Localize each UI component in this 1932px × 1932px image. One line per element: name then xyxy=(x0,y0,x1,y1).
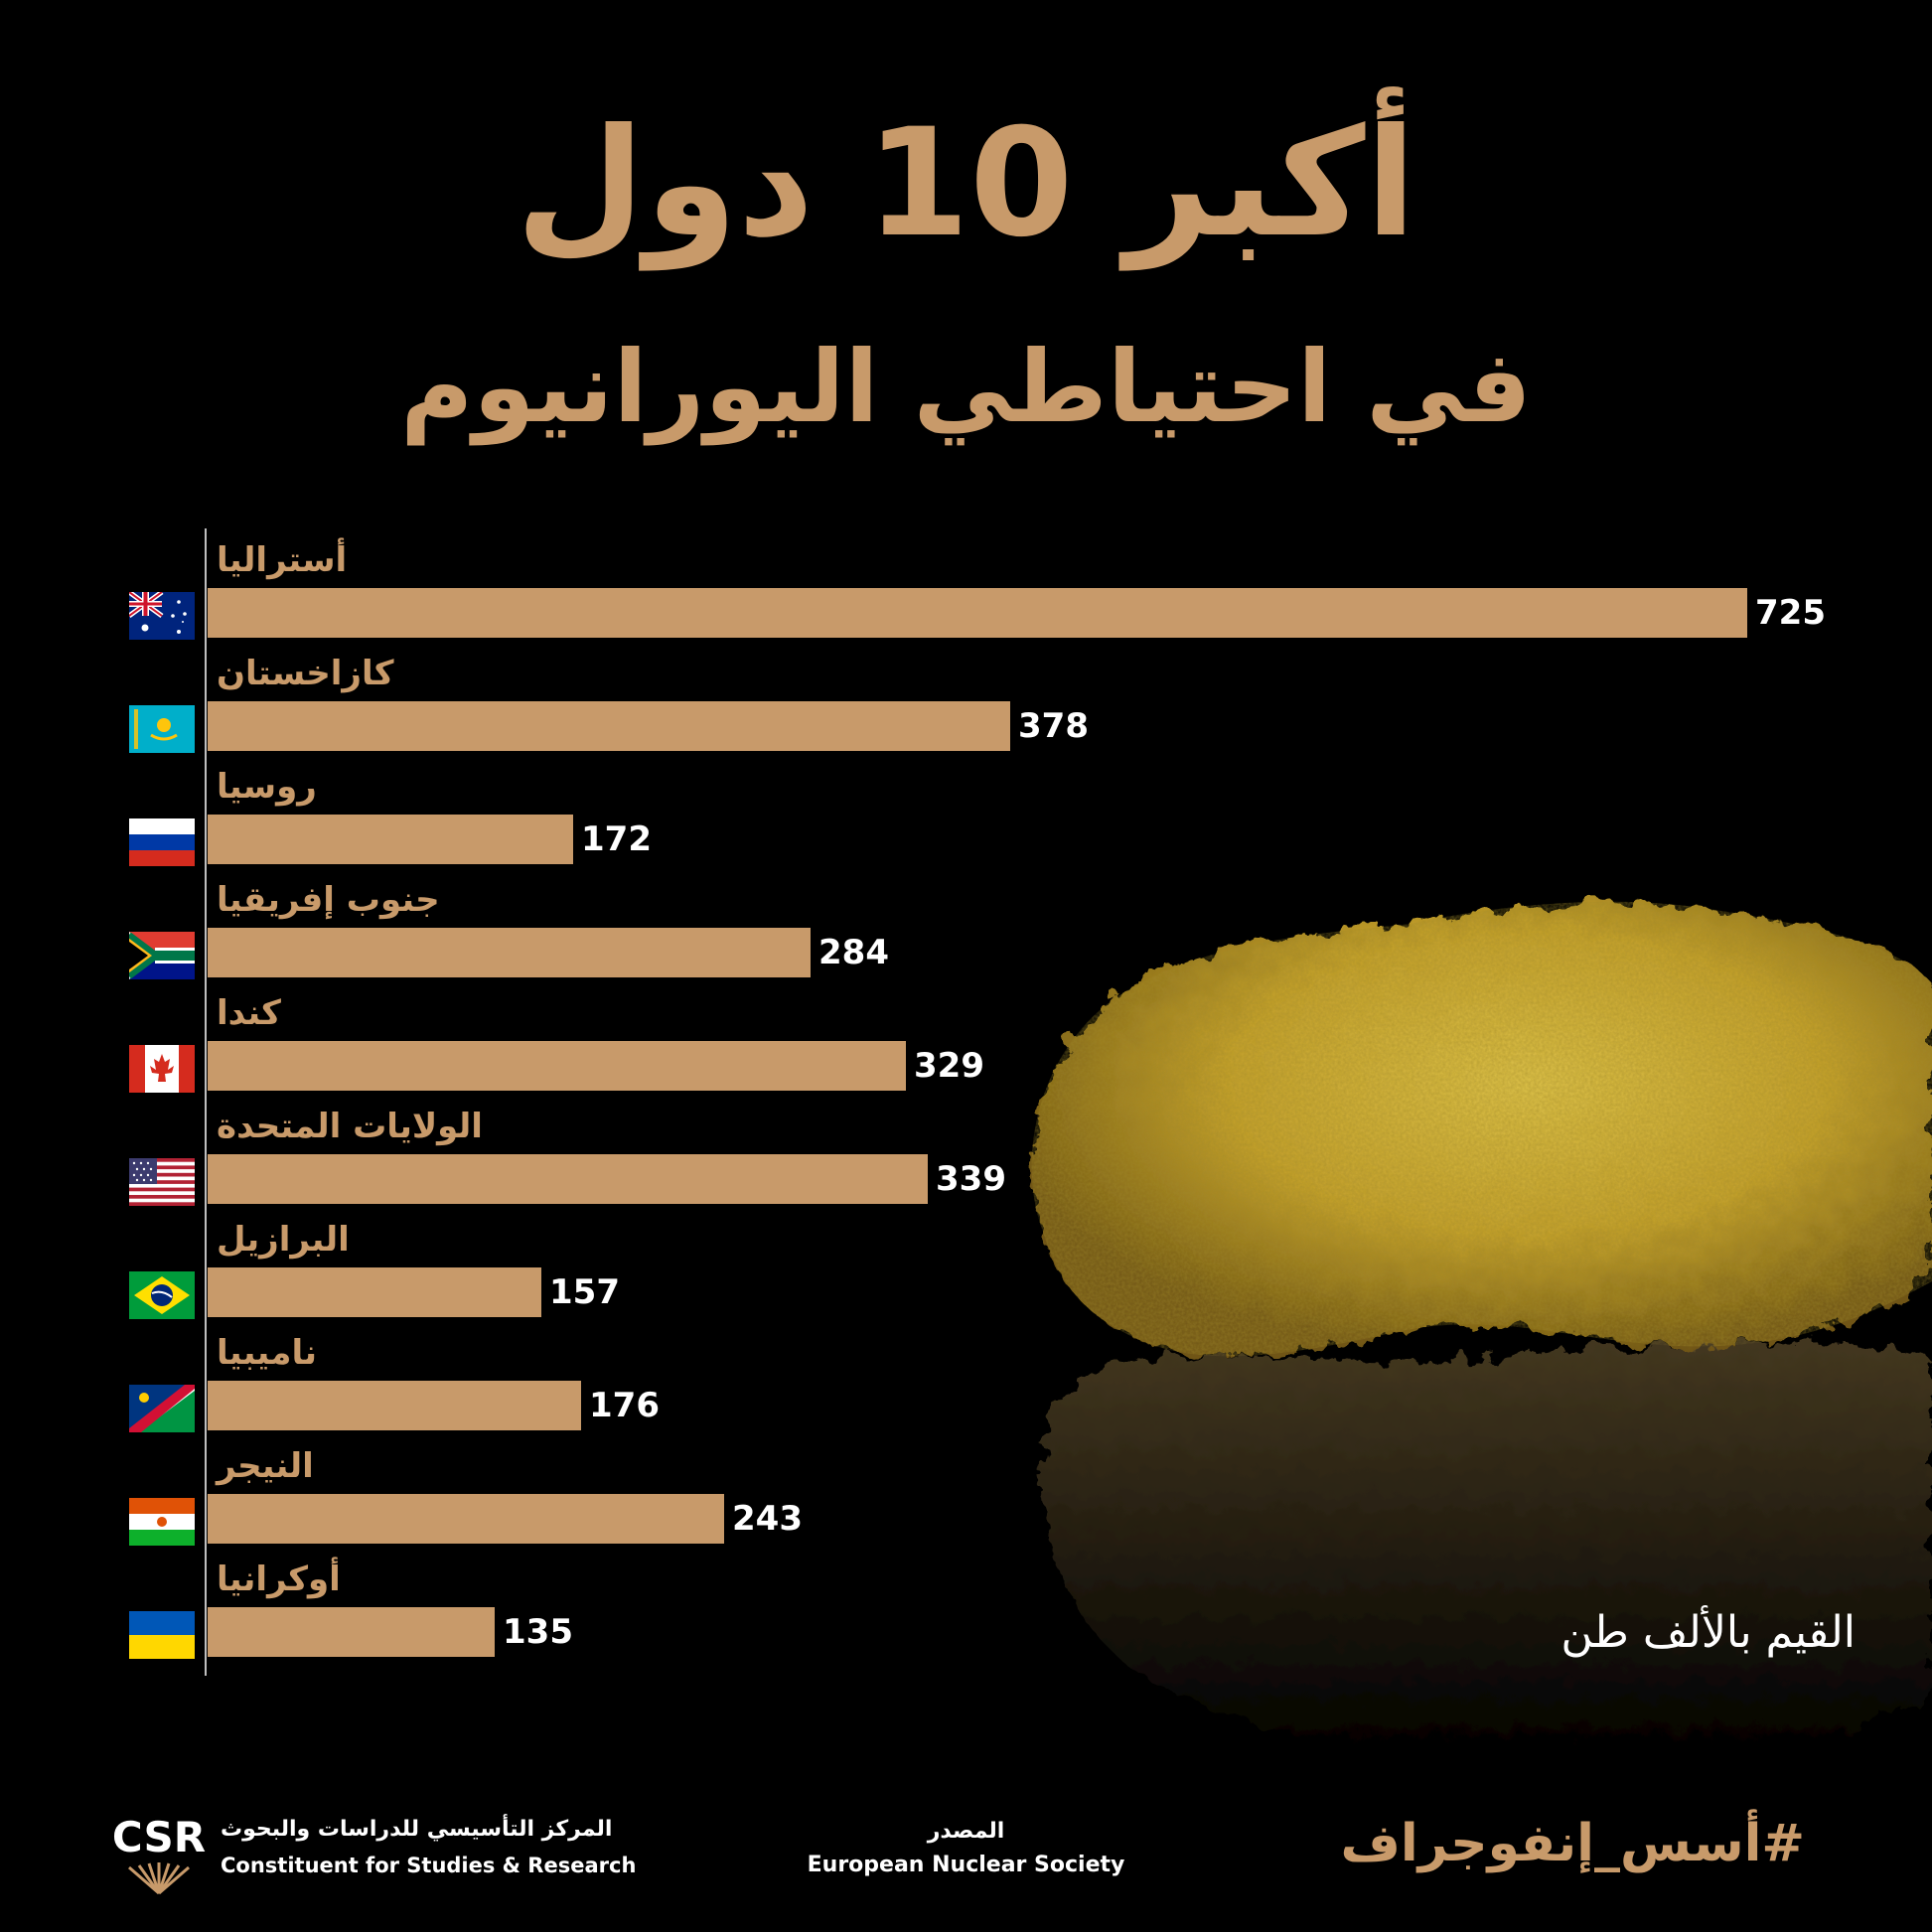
bar-row: روسيا 172 xyxy=(0,753,1932,866)
country-label: روسيا xyxy=(217,767,317,807)
value-label: 243 xyxy=(732,1499,803,1539)
bar xyxy=(208,1607,495,1657)
namibia-flag-icon xyxy=(129,1385,195,1432)
csr-logo-icon: CSR xyxy=(112,1813,206,1895)
org-name-english: Constituent for Studies & Research xyxy=(221,1854,637,1877)
hashtag: #أسس_إنفوجراف xyxy=(1340,1814,1805,1873)
brazil-flag-icon xyxy=(129,1271,195,1319)
bar xyxy=(208,815,573,864)
bar xyxy=(208,1267,541,1317)
russia-flag-icon xyxy=(129,818,195,866)
country-label: كازاخستان xyxy=(217,654,394,693)
org-name-arabic: المركز التأسيسي للدراسات والبحوث xyxy=(221,1817,613,1842)
bar-row: ناميبيا 176 xyxy=(0,1319,1932,1432)
south-africa-flag-icon xyxy=(129,932,195,979)
country-label: كندا xyxy=(217,993,281,1033)
unit-note: القيم بالألف طن xyxy=(1560,1607,1856,1658)
bar xyxy=(208,588,1747,638)
value-label: 339 xyxy=(936,1159,1006,1199)
value-label: 284 xyxy=(818,933,889,972)
bar xyxy=(208,701,1010,751)
bar xyxy=(208,1041,906,1091)
australia-flag-icon xyxy=(129,592,195,640)
uranium-rock-image xyxy=(1031,901,1932,1765)
bar-row: أوكرانيا 135 xyxy=(0,1546,1932,1659)
value-label: 157 xyxy=(549,1272,620,1312)
country-label: البرازيل xyxy=(217,1220,350,1260)
bar xyxy=(208,1381,581,1430)
source-label: المصدر xyxy=(927,1819,1005,1844)
usa-flag-icon xyxy=(129,1158,195,1206)
bar-row: البرازيل 157 xyxy=(0,1206,1932,1319)
page-title: أكبر 10 دول xyxy=(516,97,1416,270)
country-label: الولايات المتحدة xyxy=(217,1107,483,1146)
country-label: النيجر xyxy=(217,1446,314,1486)
bar-row: الولايات المتحدة 339 xyxy=(0,1093,1932,1206)
bar xyxy=(208,928,811,977)
value-label: 725 xyxy=(1755,593,1826,633)
country-label: أوكرانيا xyxy=(217,1560,341,1599)
bar xyxy=(208,1154,928,1204)
country-label: جنوب إفريقيا xyxy=(217,880,440,920)
y-axis-line xyxy=(205,528,207,1676)
svg-text:CSR: CSR xyxy=(112,1813,206,1861)
page-subtitle: في احتياطي اليورانيوم xyxy=(400,329,1532,445)
canada-flag-icon xyxy=(129,1045,195,1093)
bar-row: جنوب إفريقيا 284 xyxy=(0,866,1932,979)
value-label: 378 xyxy=(1018,706,1089,746)
country-label: أستراليا xyxy=(217,540,348,580)
country-label: ناميبيا xyxy=(217,1333,317,1373)
bar-row: أستراليا 725 xyxy=(0,526,1932,640)
value-label: 135 xyxy=(503,1612,573,1652)
value-label: 172 xyxy=(581,819,652,859)
bar xyxy=(208,1494,724,1544)
ukraine-flag-icon xyxy=(129,1611,195,1659)
niger-flag-icon xyxy=(129,1498,195,1546)
source-name: European Nuclear Society xyxy=(807,1853,1125,1877)
bar-row: النيجر 243 xyxy=(0,1432,1932,1546)
bar-row: كازاخستان 378 xyxy=(0,640,1932,753)
kazakhstan-flag-icon xyxy=(129,705,195,753)
value-label: 176 xyxy=(589,1386,660,1425)
value-label: 329 xyxy=(914,1046,984,1086)
bar-row: كندا 329 xyxy=(0,979,1932,1093)
